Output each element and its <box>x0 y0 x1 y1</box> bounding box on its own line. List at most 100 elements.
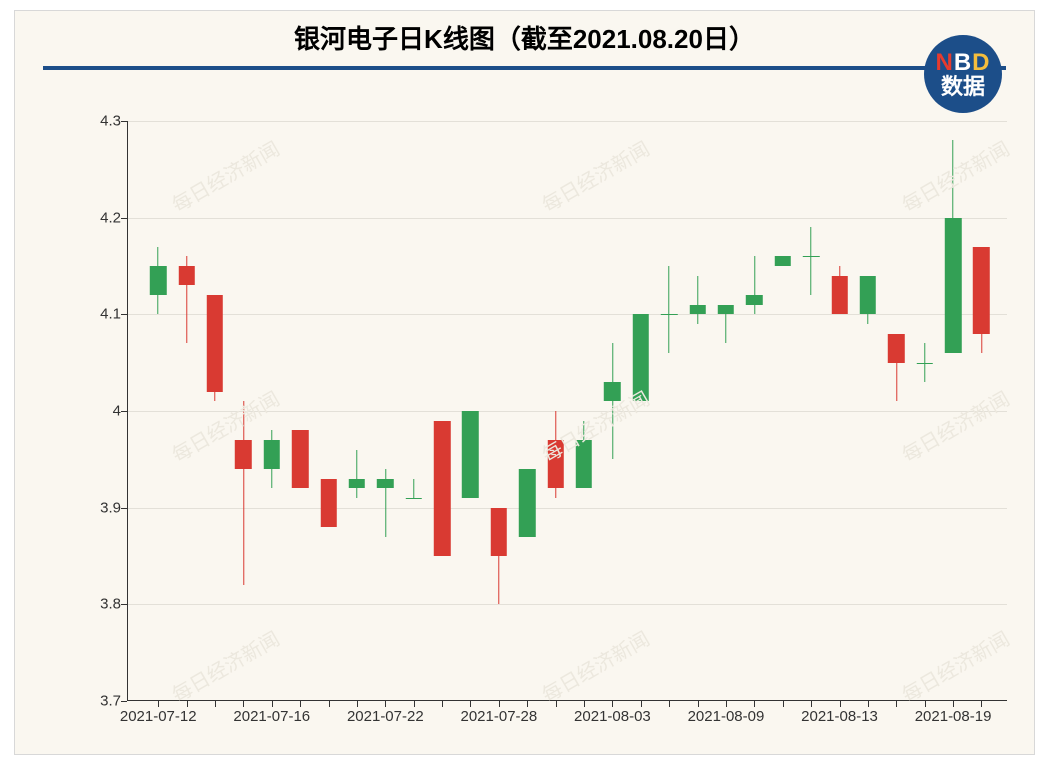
candle-body <box>178 266 194 285</box>
candle-body <box>689 305 705 315</box>
xtick-mark <box>925 701 926 707</box>
nbd-logo-letters: NBD <box>935 50 990 75</box>
xtick-mark <box>158 701 159 707</box>
ytick-mark <box>121 701 127 702</box>
xtick-mark <box>726 701 727 707</box>
ytick-label: 3.9 <box>77 499 121 516</box>
xtick-mark <box>840 701 841 707</box>
candle-body <box>973 247 989 334</box>
candle <box>718 121 734 701</box>
candle-body <box>916 363 932 364</box>
ytick-mark <box>121 508 127 509</box>
candle <box>434 121 450 701</box>
candle-body <box>405 498 421 499</box>
xtick-mark <box>527 701 528 707</box>
candle <box>775 121 791 701</box>
xtick-label: 2021-08-13 <box>801 708 878 725</box>
candle-wick <box>669 266 670 353</box>
nbd-logo-sub: 数据 <box>941 75 985 98</box>
candle <box>207 121 223 701</box>
candle-body <box>462 411 478 498</box>
candle-body <box>150 266 166 295</box>
canvas: 银河电子日K线图（截至2021.08.20日） NBD 数据 3.73.83.9… <box>0 0 1049 769</box>
candle-body <box>349 479 365 489</box>
xtick-label: 2021-08-19 <box>915 708 992 725</box>
candle <box>405 121 421 701</box>
candle <box>973 121 989 701</box>
xtick-mark <box>584 701 585 707</box>
xtick-mark <box>896 701 897 707</box>
xtick-label: 2021-08-09 <box>688 708 765 725</box>
candle-body <box>803 256 819 257</box>
xtick-mark <box>499 701 500 707</box>
xtick-mark <box>783 701 784 707</box>
candle-body <box>292 430 308 488</box>
xtick-mark <box>556 701 557 707</box>
xtick-mark <box>669 701 670 707</box>
candle <box>746 121 762 701</box>
xtick-mark <box>953 701 954 707</box>
ytick-label: 4.3 <box>77 113 121 130</box>
candle-body <box>264 440 280 469</box>
candle-wick <box>697 276 698 324</box>
xtick-mark <box>754 701 755 707</box>
candle-body <box>831 276 847 315</box>
candle <box>547 121 563 701</box>
candle <box>689 121 705 701</box>
candle <box>604 121 620 701</box>
xtick-mark <box>300 701 301 707</box>
ytick-label: 4.1 <box>77 306 121 323</box>
xtick-label: 2021-07-22 <box>347 708 424 725</box>
candle <box>150 121 166 701</box>
candle <box>292 121 308 701</box>
plot-area: 3.73.83.944.14.24.32021-07-122021-07-162… <box>127 121 1007 701</box>
xtick-mark <box>243 701 244 707</box>
candle-wick <box>754 256 755 314</box>
candle-wick <box>243 401 244 585</box>
title-underline <box>43 66 1006 70</box>
candle-body <box>320 479 336 527</box>
nbd-logo-letter: N <box>935 49 953 76</box>
xtick-mark <box>981 701 982 707</box>
candle <box>661 121 677 701</box>
candle-body <box>661 314 677 315</box>
candle <box>831 121 847 701</box>
candle-body <box>519 469 535 537</box>
ytick-mark <box>121 604 127 605</box>
nbd-logo-letter: B <box>954 49 972 76</box>
ytick-label: 3.8 <box>77 596 121 613</box>
candle-body <box>888 334 904 363</box>
candle-body <box>235 440 251 469</box>
candle <box>462 121 478 701</box>
candle <box>491 121 507 701</box>
candle <box>633 121 649 701</box>
xtick-mark <box>442 701 443 707</box>
chart-title: 银河电子日K线图（截至2021.08.20日） <box>294 19 755 56</box>
candle <box>945 121 961 701</box>
ytick-label: 3.7 <box>77 693 121 710</box>
ytick-mark <box>121 121 127 122</box>
candle-body <box>377 479 393 489</box>
ytick-label: 4 <box>77 403 121 420</box>
candle <box>377 121 393 701</box>
xtick-label: 2021-07-28 <box>460 708 537 725</box>
candle-wick <box>413 479 414 498</box>
candle-body <box>718 305 734 315</box>
xtick-mark <box>641 701 642 707</box>
xtick-mark <box>470 701 471 707</box>
xtick-mark <box>414 701 415 707</box>
ytick-mark <box>121 411 127 412</box>
candle <box>235 121 251 701</box>
chart-panel: 银河电子日K线图（截至2021.08.20日） NBD 数据 3.73.83.9… <box>14 10 1035 755</box>
candle <box>576 121 592 701</box>
xtick-mark <box>215 701 216 707</box>
candle <box>519 121 535 701</box>
xtick-mark <box>187 701 188 707</box>
xtick-mark <box>698 701 699 707</box>
candle <box>320 121 336 701</box>
xtick-mark <box>272 701 273 707</box>
xtick-mark <box>357 701 358 707</box>
xtick-mark <box>811 701 812 707</box>
candle-body <box>775 256 791 266</box>
xtick-label: 2021-07-12 <box>120 708 197 725</box>
